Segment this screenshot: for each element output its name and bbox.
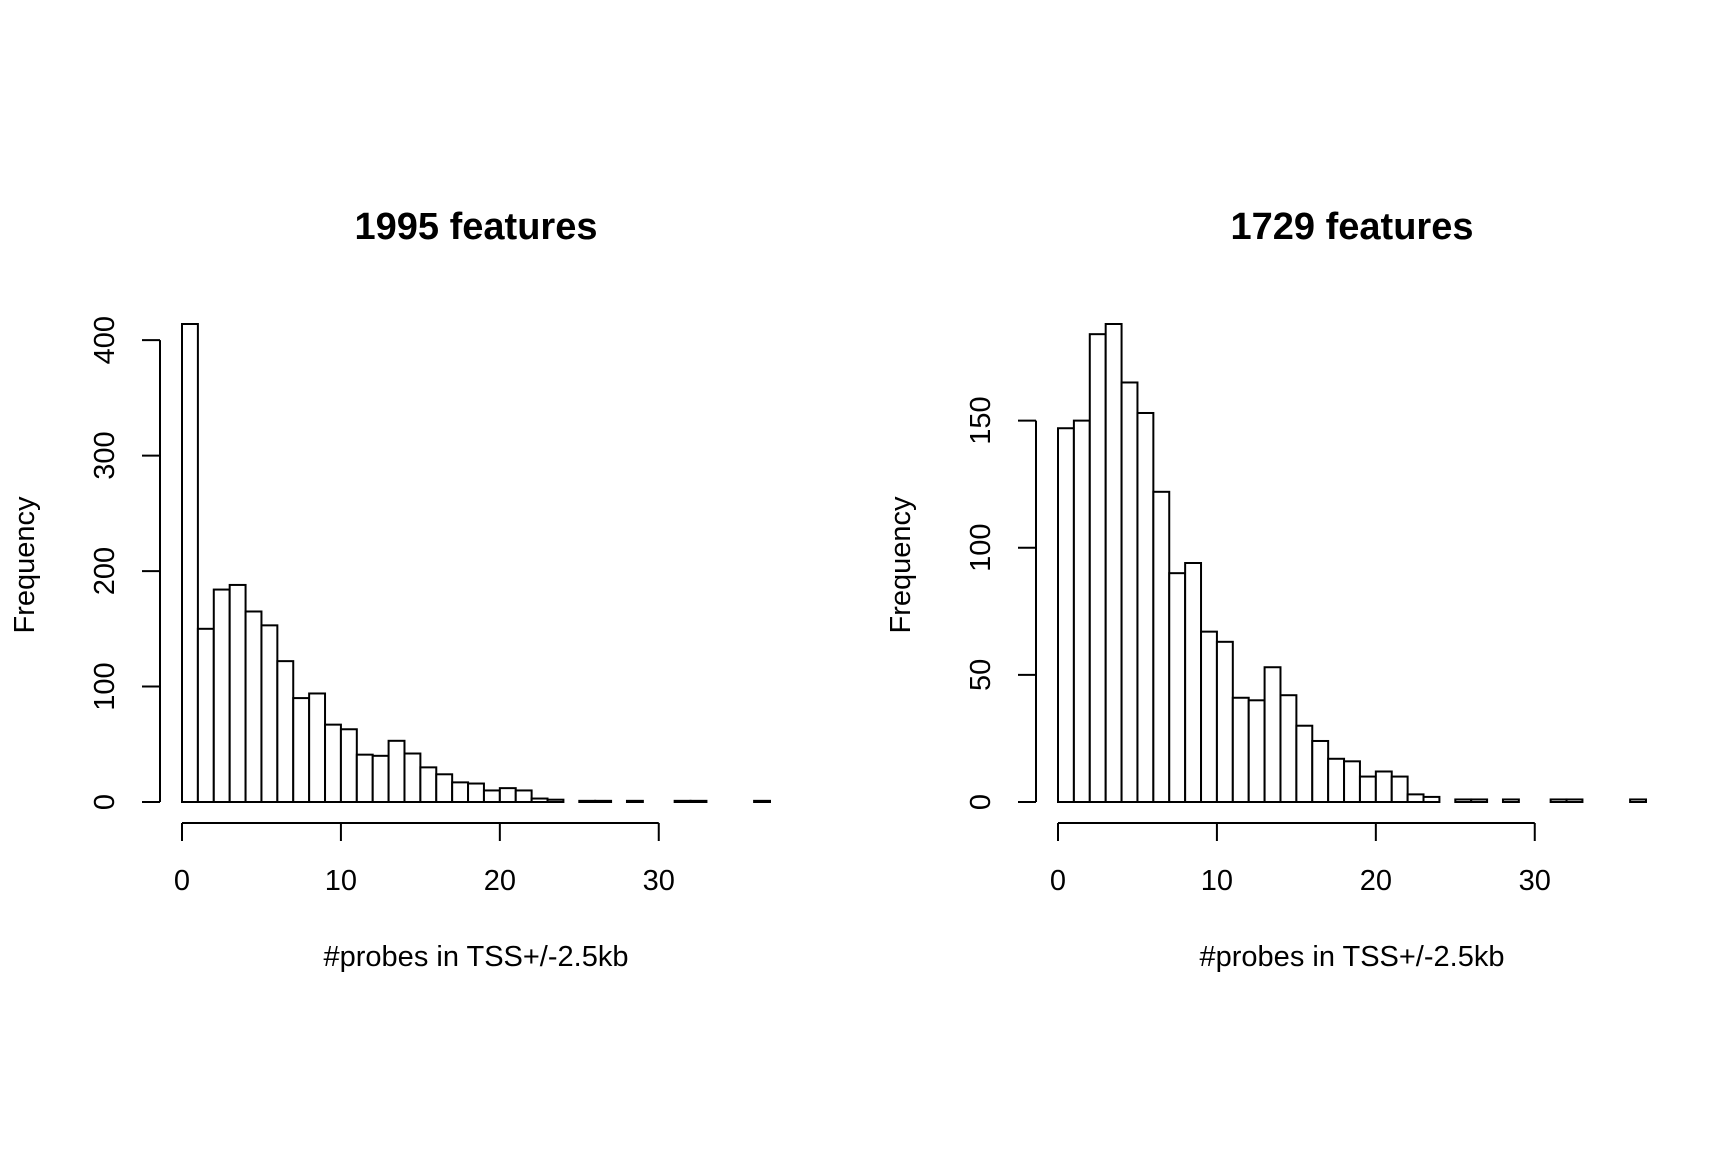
histogram-bar <box>1549 798 1568 804</box>
histogram-bar <box>1072 419 1091 803</box>
histogram-bar <box>753 799 771 803</box>
histogram-bar <box>435 773 454 803</box>
x-tick-label: 20 <box>484 865 516 897</box>
histogram-bar <box>1501 798 1520 804</box>
x-axis: 0 10 20 30 <box>1050 822 1551 897</box>
histogram-bar <box>339 728 358 804</box>
histogram-bar <box>451 781 470 803</box>
histogram-bar <box>1454 798 1473 804</box>
histogram-bar <box>1120 381 1139 803</box>
histogram-panel-1729-features: 1729 features #probes in TSS+/-2.5kb Fre… <box>885 206 1647 973</box>
y-tick-label: 150 <box>965 396 997 444</box>
y-tick-label: 50 <box>965 659 997 691</box>
x-tick-label: 10 <box>325 865 357 897</box>
histogram-bar <box>1152 490 1171 803</box>
histogram-bar <box>244 610 263 803</box>
histogram-bar <box>324 723 342 804</box>
histogram-bar <box>578 799 597 803</box>
y-axis-label: Frequency <box>885 496 917 634</box>
histogram-bar <box>1295 724 1314 803</box>
histogram-bar <box>1629 798 1647 804</box>
histogram-bar <box>260 624 279 803</box>
histogram-bar <box>1104 323 1123 803</box>
histogram-bar <box>1136 411 1155 803</box>
histogram-bar <box>228 583 247 803</box>
histogram-bar <box>594 799 613 803</box>
histogram-bar <box>514 789 533 804</box>
histogram-bar <box>1311 739 1330 803</box>
histogram-panel-1995-features: 1995 features #probes in TSS+/-2.5kb Fre… <box>9 206 771 973</box>
chart-title: 1995 features <box>355 206 598 248</box>
histogram-bar <box>308 692 327 803</box>
x-axis: 0 10 20 30 <box>174 822 675 897</box>
histogram-bar <box>498 787 517 804</box>
histogram-bar <box>673 799 692 803</box>
y-tick-label: 400 <box>89 316 121 364</box>
histogram-bar <box>292 697 311 804</box>
histogram-bar <box>689 799 708 803</box>
y-tick-label: 0 <box>89 794 121 810</box>
histogram-bar <box>1374 770 1393 803</box>
x-tick-label: 0 <box>174 865 190 897</box>
y-tick-label: 0 <box>965 794 997 810</box>
x-axis-label: #probes in TSS+/-2.5kb <box>1200 941 1505 973</box>
histogram-bar <box>1470 798 1489 804</box>
histogram-bar <box>419 766 438 803</box>
histogram-bar <box>1057 427 1075 803</box>
x-tick-label: 10 <box>1201 865 1233 897</box>
histogram-bar <box>1565 798 1584 804</box>
histogram-bar <box>625 799 644 803</box>
x-tick-label: 0 <box>1050 865 1066 897</box>
histogram-bar <box>1200 630 1218 804</box>
y-axis: 0 100 200 300 400 <box>89 316 161 810</box>
y-tick-label: 100 <box>965 524 997 572</box>
x-tick-label: 20 <box>1360 865 1392 897</box>
histogram-bar <box>1231 696 1250 804</box>
histogram-bar <box>1168 572 1187 803</box>
histogram-bar <box>1422 795 1441 803</box>
histogram-bar <box>196 627 215 803</box>
histogram-bar <box>546 798 565 804</box>
histogram-bar <box>1215 640 1234 803</box>
y-axis-label: Frequency <box>9 496 41 634</box>
histogram-bar <box>181 323 199 803</box>
x-tick-label: 30 <box>643 865 675 897</box>
histogram-bar <box>530 797 549 803</box>
histogram-bar <box>355 753 374 803</box>
histogram-bar <box>1263 666 1282 803</box>
histogram-bar <box>1343 760 1361 804</box>
histogram-bar <box>371 754 390 804</box>
histogram-bar <box>1247 699 1266 803</box>
histogram-bar <box>467 782 485 804</box>
histogram-bar <box>1390 775 1409 804</box>
histogram-bar <box>1327 757 1346 804</box>
histogram-bar <box>387 739 406 803</box>
histogram-bar <box>1358 775 1377 804</box>
x-tick-label: 30 <box>1519 865 1551 897</box>
chart-title: 1729 features <box>1231 206 1474 248</box>
histogram-bar <box>403 752 422 804</box>
histogram-bar <box>212 588 231 803</box>
histogram-bar <box>1088 333 1107 803</box>
histogram-bar <box>276 660 295 804</box>
histogram-bar <box>1279 694 1298 804</box>
y-tick-label: 200 <box>89 547 121 595</box>
y-axis: 0 50 100 150 <box>965 396 1037 810</box>
bar-group <box>1057 323 1647 804</box>
histogram-bar <box>482 789 501 804</box>
y-tick-label: 100 <box>89 662 121 710</box>
histogram-bar <box>1184 562 1203 803</box>
y-tick-label: 300 <box>89 431 121 479</box>
histogram-bar <box>1406 793 1425 803</box>
x-axis-label: #probes in TSS+/-2.5kb <box>324 941 629 973</box>
bar-group <box>181 323 771 804</box>
